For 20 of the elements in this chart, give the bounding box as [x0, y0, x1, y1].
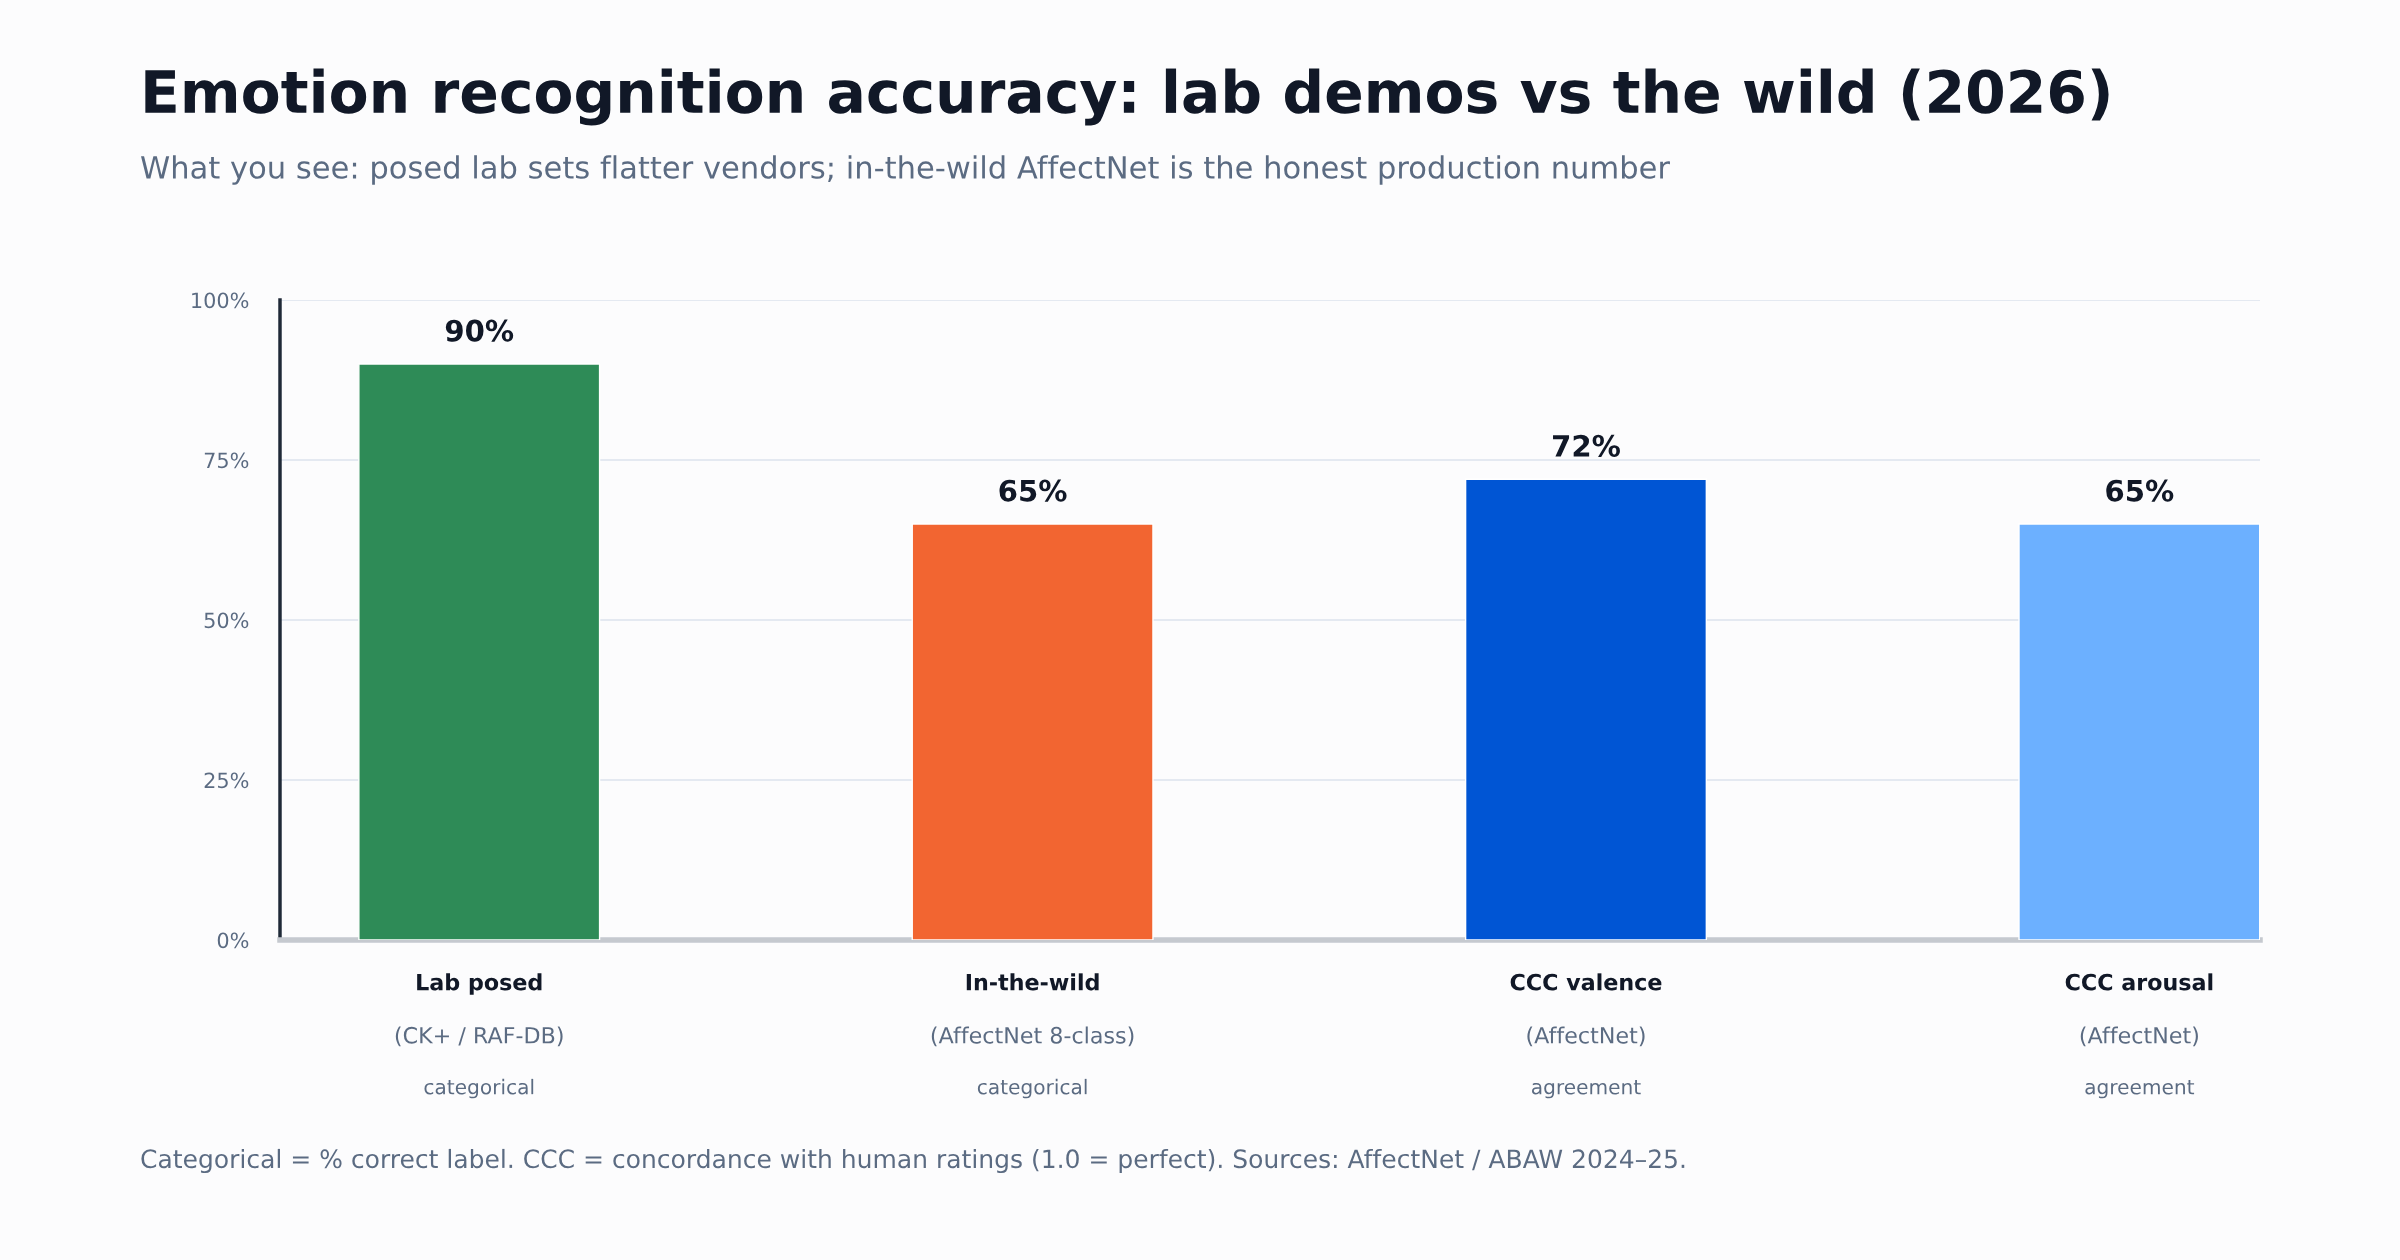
- category-label: Lab posed (CK+ / RAF-DB) categorical: [395, 973, 563, 1099]
- chart-subtitle: What you see: posed lab sets flatter vendors; in-the-wild AffectNet is the honest production number: [141, 155, 1670, 185]
- category-label: In-the-wild (AffectNet 8-class) categorical: [931, 973, 1134, 1099]
- bar: [2018, 523, 2260, 940]
- y-tick-label: 0%: [217, 932, 249, 949]
- data-label: 72%: [1553, 434, 1620, 457]
- bar: [1464, 478, 1708, 940]
- y-tick-label: 50%: [204, 612, 249, 629]
- chart-title: Emotion recognition accuracy: lab demos vs the wild (2026): [145, 68, 2109, 126]
- y-tick-label: 25%: [204, 772, 249, 789]
- y-tick-label: 100%: [192, 292, 249, 309]
- data-label: 90%: [445, 319, 514, 342]
- data-label: 65%: [2106, 479, 2174, 502]
- data-label: 65%: [999, 479, 1067, 502]
- y-tick-label: 75%: [204, 452, 249, 469]
- text: Categorical = % correct label. CCC = concordance with human ratings (1.0 = perfect). Sources: AffectNet / ABAW 2024–25.: [141, 1148, 1685, 1174]
- category-label: CCC arousal (AffectNet) agreement: [2065, 973, 2213, 1099]
- bar: [358, 363, 601, 940]
- bar: [911, 523, 1154, 940]
- category-label: CCC valence (AffectNet) agreement: [1510, 973, 1662, 1099]
